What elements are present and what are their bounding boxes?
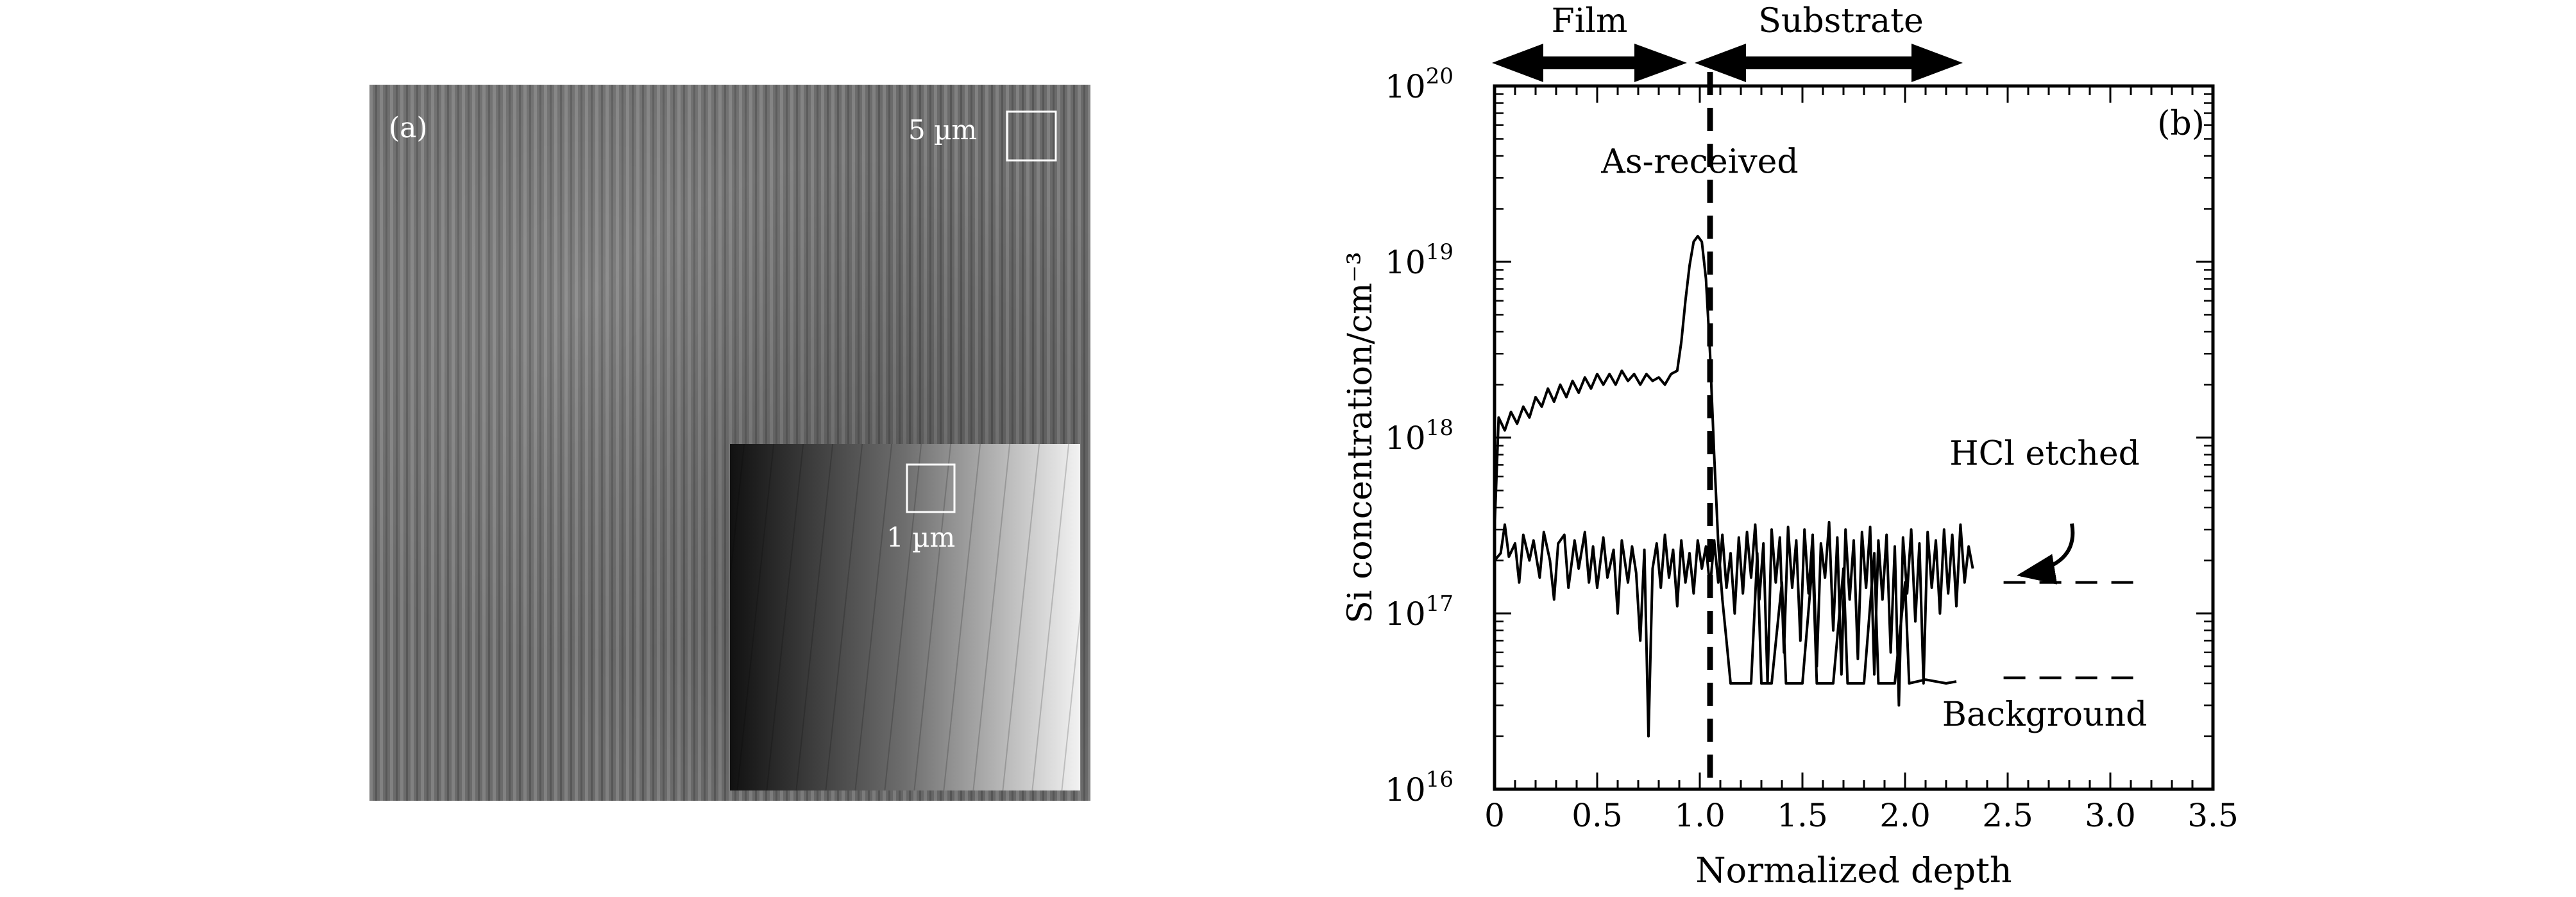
panel-a-label: (a) <box>389 112 428 144</box>
x-tick-label: 2.5 <box>1982 797 2033 834</box>
x-tick-label: 2.0 <box>1879 797 1931 834</box>
scale-box-inset <box>906 463 956 513</box>
x-tick-label: 0.5 <box>1572 797 1623 834</box>
panel-b-label: (b) <box>2157 105 2205 143</box>
substrate-label: Substrate <box>1758 2 1924 40</box>
y-tick-label: 1018 <box>1385 415 1453 457</box>
x-axis-label: Normalized depth <box>1695 850 2012 891</box>
y-tick-label: 1019 <box>1385 239 1453 281</box>
hcl-pointer-arrow <box>2017 523 2075 585</box>
substrate-arrow <box>1695 44 1963 82</box>
annotation-background: Background <box>1942 696 2148 734</box>
film-arrow <box>1492 44 1687 82</box>
y-tick-labels: 1016 1017 1018 1019 1020 <box>1385 64 1453 808</box>
scale-label-inset: 1 µm <box>886 522 955 553</box>
series-lines <box>1493 235 1974 738</box>
annotation-as-received: As-received <box>1600 143 1798 182</box>
x-tick-labels: 0 0.5 1.0 1.5 2.0 2.5 3.0 3.5 <box>1484 797 2239 834</box>
x-tick-label: 3.0 <box>2085 797 2136 834</box>
x-tick-label: 3.5 <box>2187 797 2239 834</box>
sims-chart: Film Substrate 0 0.5 1.0 1.5 2.0 2.5 3.0 3.5 10… <box>1341 2 2239 891</box>
film-label: Film <box>1552 2 1628 40</box>
region-arrows: Film Substrate <box>1492 2 1963 82</box>
series-hcl-etched-line <box>1493 520 1974 738</box>
x-tick-label: 0 <box>1484 797 1505 834</box>
x-tick-label: 1.0 <box>1674 797 1725 834</box>
y-axis-label: Si concentration/cm⁻³ <box>1341 252 1380 623</box>
sims-chart-panel: Film Substrate 0 0.5 1.0 1.5 2.0 2.5 3.0 3.5 10… <box>1321 0 2258 894</box>
scale-label-main: 5 µm <box>908 114 977 146</box>
series-as-received-line <box>1493 235 1957 685</box>
x-tick-label: 1.5 <box>1777 797 1828 834</box>
annotation-hcl-etched: HCl etched <box>1949 434 2140 473</box>
scale-box-main <box>1006 110 1057 162</box>
afm-image: (a) 5 µm 1 µm <box>369 85 1090 801</box>
afm-image-panel: (a) 5 µm 1 µm <box>369 85 1090 801</box>
inset-image: 1 µm <box>730 444 1080 790</box>
y-tick-label: 1017 <box>1385 591 1453 633</box>
y-tick-label: 1020 <box>1385 64 1453 105</box>
reference-lines <box>2003 581 2135 679</box>
y-tick-label: 1016 <box>1385 767 1453 808</box>
